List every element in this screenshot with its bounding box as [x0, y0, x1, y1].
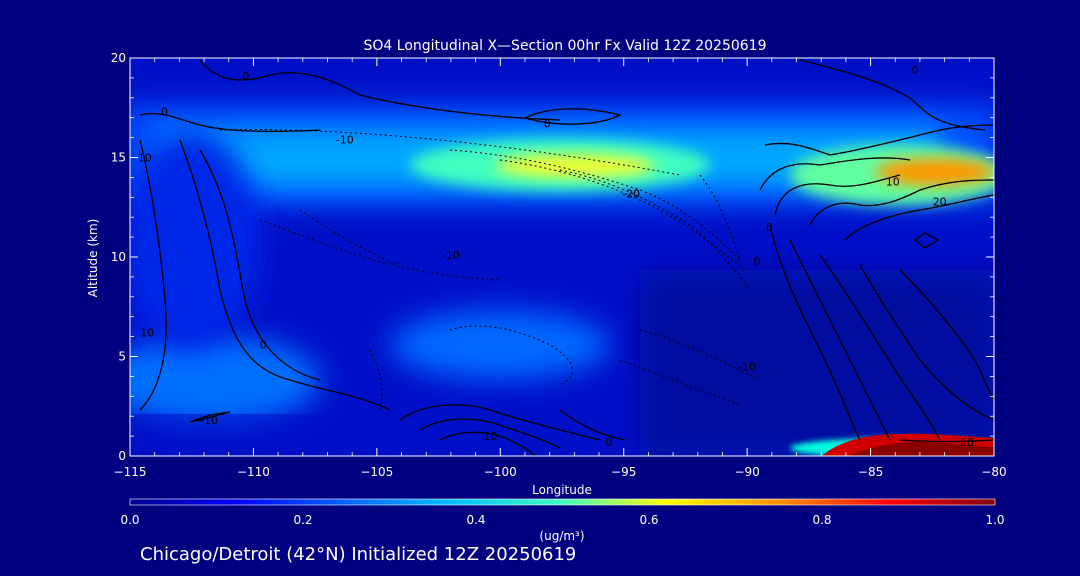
- x-tick-label: −100: [484, 465, 517, 479]
- x-tick-label: −90: [734, 465, 759, 479]
- contour-value-label: 20: [933, 195, 947, 208]
- contour-line: [449, 325, 573, 386]
- contour-value-label: 0: [243, 70, 250, 83]
- contour-line: [639, 329, 761, 381]
- contour-value-label: 10: [138, 152, 152, 165]
- contour-line: [523, 108, 622, 125]
- contour-line: [139, 139, 167, 411]
- contour-value-label: -20: [622, 187, 640, 200]
- contour-labels: 0 0 0 0 -10 10 -20 10 20 0 0 -10 0 10 -10 10 0 10 -10: [138, 64, 974, 449]
- contour-value-label: -10: [442, 249, 460, 262]
- terrain-mask: [130, 414, 370, 456]
- contour-value-label: 10: [483, 430, 497, 443]
- contour-line: [399, 404, 601, 441]
- contour-value-label: 0: [754, 255, 761, 268]
- field-surface-max-core: [850, 442, 994, 456]
- colorbar-tick-label: 0.0: [120, 513, 139, 527]
- contour-value-label: 0: [912, 64, 919, 77]
- contour-line: [139, 112, 321, 133]
- y-tick-label: 20: [111, 51, 126, 65]
- footer-caption: Chicago/Detroit (42°N) Initialized 12Z 2…: [140, 544, 576, 565]
- colorbar-label: (ug/m³): [539, 529, 584, 543]
- x-tick-label: −115: [114, 465, 147, 479]
- contour-line: [759, 157, 911, 191]
- contour-value-label: -10: [200, 414, 218, 427]
- contour-line: [219, 129, 681, 176]
- contour-line: [899, 269, 994, 401]
- y-tick-label: 15: [111, 151, 126, 165]
- contour-value-label: 0: [161, 106, 168, 119]
- contour-line: [809, 179, 994, 226]
- contour-line: [189, 411, 231, 423]
- contour-line: [299, 209, 401, 266]
- contour-value-label: 10: [886, 175, 900, 188]
- field-west-upper: [130, 130, 260, 350]
- contour-value-label: 0: [605, 436, 612, 449]
- y-axis-label: Altitude (km): [86, 219, 100, 298]
- field-dark-lower-right: [640, 270, 994, 456]
- contour-line: [899, 439, 994, 443]
- y-tick-label: 0: [118, 449, 126, 463]
- solid-contours: [139, 59, 994, 456]
- contour-line: [369, 349, 383, 411]
- contour-line: [859, 264, 994, 421]
- x-tick-label: −105: [360, 465, 393, 479]
- x-axis-label: Longitude: [532, 483, 592, 497]
- x-axis: −115 −110 −105 −100 −95 −90 −85 −80: [114, 58, 1007, 479]
- contour-value-label: 0: [260, 339, 267, 352]
- contour-line: [439, 431, 536, 456]
- field-upper-max-core: [495, 154, 655, 178]
- y-tick-label: 10: [111, 250, 126, 264]
- contour-line: [764, 124, 994, 156]
- colorbar-tick-label: 0.2: [293, 513, 312, 527]
- x-tick-label: −85: [858, 465, 883, 479]
- contour-line: [819, 254, 941, 441]
- colorbar: [130, 499, 995, 505]
- field-mid-plume: [390, 310, 610, 380]
- x-tick-label: −95: [611, 465, 636, 479]
- field-east-max-core: [875, 158, 994, 186]
- y-tick-label: 5: [118, 350, 126, 364]
- colorbar-tick-label: 0.8: [812, 513, 831, 527]
- dotted-contours: [219, 129, 761, 411]
- colorbar-tick-label: 0.4: [466, 513, 485, 527]
- y-axis: 0 5 10 15 20: [111, 51, 994, 463]
- contour-value-label: 10: [140, 327, 154, 340]
- plot-area: 0 0 0 0 -10 10 -20 10 20 0 0 -10 0 10 -10 10 0 10 -10: [130, 58, 994, 456]
- contour-line: [449, 149, 741, 261]
- contour-line: [179, 139, 391, 411]
- contour-value-label: -10: [336, 134, 354, 147]
- contour-value-label: 0: [766, 221, 773, 234]
- contour-value-label: 0: [544, 118, 551, 131]
- contour-value-label: -10: [738, 360, 756, 373]
- contour-line: [799, 59, 986, 131]
- chart-title: SO4 Longitudinal X—Section 00hr Fx Valid…: [364, 38, 767, 54]
- colorbar-tick-label: 1.0: [985, 513, 1004, 527]
- field-west-low: [130, 335, 320, 425]
- contour-line: [259, 219, 501, 281]
- colorbar-ticks: 0.0 0.2 0.4 0.6 0.8 1.0: [120, 513, 1004, 527]
- contour-line: [774, 174, 901, 216]
- contour-line: [844, 194, 994, 241]
- contour-line: [419, 418, 561, 449]
- contour-line: [199, 59, 561, 121]
- contour-line: [769, 224, 861, 441]
- contour-line: [789, 239, 891, 441]
- contour-line: [559, 409, 626, 441]
- colorbar-frame: [129, 498, 996, 506]
- x-tick-label: −80: [981, 465, 1006, 479]
- contour-line: [199, 149, 321, 381]
- contour-line: [559, 169, 751, 291]
- contour-value-label: 10: [960, 436, 974, 449]
- contour-line: [913, 232, 940, 249]
- x-tick-label: −110: [237, 465, 270, 479]
- colorbar-tick-label: 0.6: [639, 513, 658, 527]
